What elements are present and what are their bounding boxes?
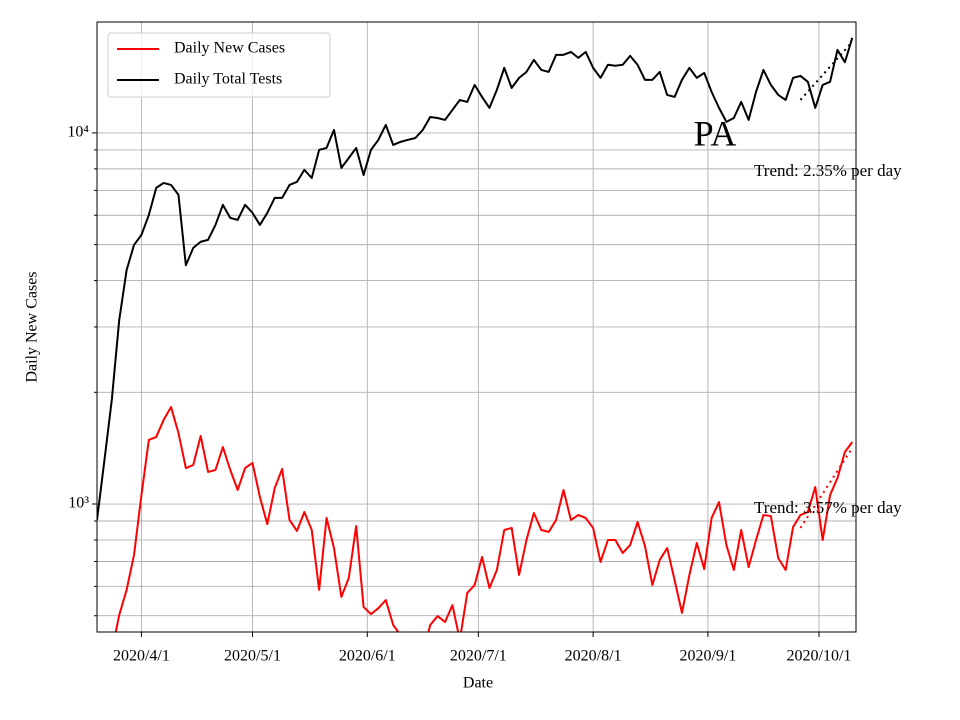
- x-tick-label: 2020/7/1: [450, 648, 507, 665]
- x-tick-label: 2020/6/1: [339, 648, 396, 665]
- x-tick-label: 2020/9/1: [679, 648, 736, 665]
- trend-label: Trend: 3.57% per day: [754, 498, 902, 517]
- x-axis-label: Date: [463, 675, 493, 692]
- trend-line: [799, 41, 854, 101]
- legend: Daily New Cases Daily Total Tests: [107, 32, 331, 98]
- legend-label: Daily New Cases: [174, 40, 285, 57]
- y-tick-label: 10⁴: [67, 124, 89, 141]
- x-tick-label: 2020/8/1: [565, 648, 622, 665]
- trend-label: Trend: 2.35% per day: [754, 161, 902, 180]
- grid: [97, 22, 856, 632]
- series-line: [114, 406, 854, 632]
- y-axis-label: Daily New Cases: [24, 271, 41, 382]
- state-annotation: PA: [694, 113, 737, 153]
- legend-box: [107, 32, 331, 98]
- trend-line: [799, 447, 854, 529]
- y-tick-label: 10³: [68, 495, 89, 512]
- x-tick-label: 2020/10/1: [787, 648, 852, 665]
- series-line: [97, 37, 854, 521]
- x-tick-label: 2020/5/1: [224, 648, 281, 665]
- plot-area: [97, 37, 854, 632]
- x-tick-label: 2020/4/1: [113, 648, 170, 665]
- legend-label: Daily Total Tests: [174, 71, 282, 88]
